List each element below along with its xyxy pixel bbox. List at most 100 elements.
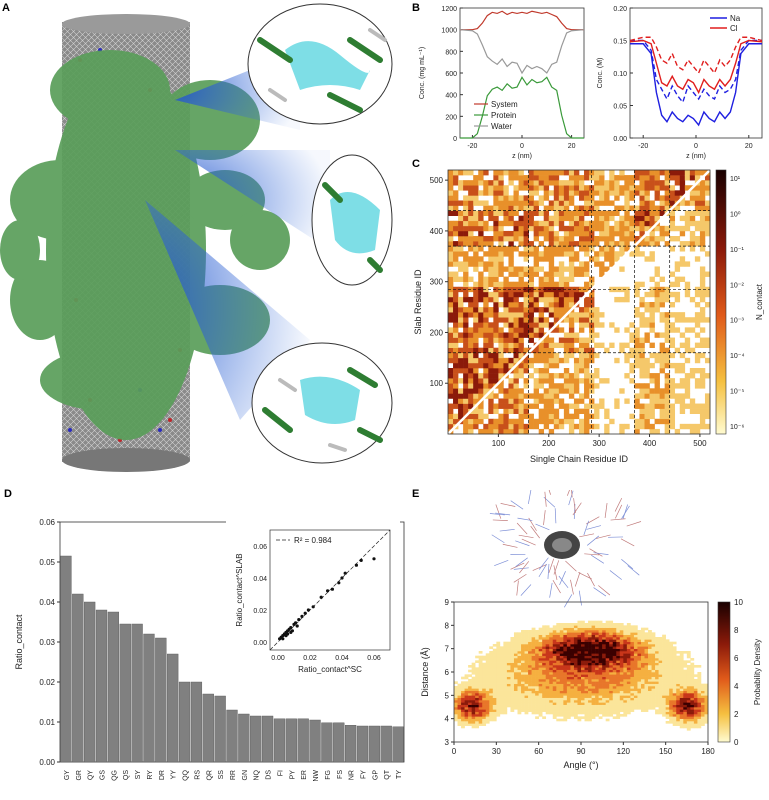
- heatmap-cell: [655, 709, 659, 712]
- contact-cell: [538, 383, 545, 389]
- contact-cell: [453, 317, 459, 323]
- heatmap-cell: [683, 714, 688, 717]
- heatmap-cell: [492, 700, 497, 703]
- heatmap-cell: [672, 658, 677, 661]
- contact-cell: [659, 225, 665, 232]
- heatmap-cell: [669, 697, 674, 701]
- contact-cell: [538, 398, 545, 404]
- heatmap-cell: [683, 674, 688, 677]
- contact-cell: [533, 322, 539, 328]
- heatmap-cell: [619, 676, 624, 680]
- heatmap-cell: [517, 660, 522, 663]
- heatmap-cell: [598, 625, 603, 628]
- contact-cell: [543, 195, 550, 201]
- contact-cell: [669, 393, 676, 399]
- heatmap-cell: [655, 695, 659, 698]
- heatmap-cell: [503, 695, 508, 698]
- heatmap-cell: [482, 721, 487, 724]
- contact-cell: [553, 251, 560, 257]
- contact-cell: [674, 266, 681, 272]
- heatmap-cell: [517, 655, 522, 659]
- contact-cell: [568, 418, 575, 425]
- heatmap-cell: [581, 637, 585, 640]
- heatmap-cell: [591, 711, 596, 715]
- heatmap-cell: [485, 686, 490, 689]
- heatmap-cell: [700, 716, 705, 719]
- heatmap-cell: [464, 707, 469, 710]
- contact-cell: [579, 286, 585, 293]
- contact-cell: [659, 408, 665, 414]
- heatmap-cell: [672, 676, 677, 680]
- contact-cell: [553, 180, 560, 186]
- heatmap-cell: [556, 667, 561, 670]
- heatmap-cell: [573, 704, 578, 708]
- contact-cell: [649, 200, 655, 206]
- contact-cell: [584, 418, 590, 425]
- heatmap-cell: [573, 683, 578, 687]
- heatmap-cell: [595, 660, 599, 663]
- contact-cell: [558, 373, 565, 379]
- heatmap-cell: [549, 686, 554, 689]
- contact-cell: [468, 225, 474, 232]
- heatmap-cell: [662, 646, 666, 649]
- contact-cell: [453, 337, 459, 343]
- heatmap-cell: [676, 704, 681, 708]
- contact-cell: [518, 180, 524, 186]
- contact-cell: [684, 423, 691, 430]
- heatmap-cell: [616, 709, 621, 712]
- heatmap-cell: [478, 667, 483, 670]
- contact-cell: [508, 332, 514, 338]
- contact-cell: [473, 281, 479, 288]
- bar-fi: [273, 718, 286, 763]
- heatmap-cell: [581, 632, 585, 635]
- heatmap-cell: [665, 653, 670, 656]
- heatmap-cell: [619, 637, 624, 640]
- heatmap-cell: [556, 655, 561, 659]
- heatmap-cell: [605, 676, 610, 680]
- contact-cell: [463, 200, 469, 206]
- heatmap-cell: [528, 683, 532, 687]
- contact-cell: [528, 175, 534, 181]
- heatmap-cell: [602, 676, 606, 680]
- contact-cell: [453, 327, 459, 333]
- heatmap-cell: [655, 655, 659, 659]
- contact-cell: [458, 261, 464, 267]
- contact-cell: [533, 383, 539, 389]
- heatmap-cell: [637, 658, 642, 661]
- contact-cell: [493, 256, 499, 262]
- bar-rr: [226, 709, 238, 763]
- heatmap-cell: [623, 627, 628, 631]
- heatmap-cell: [602, 702, 606, 705]
- heatmap-cell: [623, 672, 628, 675]
- contact-cell: [599, 185, 605, 191]
- heatmap-cell: [588, 667, 592, 670]
- heatmap-cell: [651, 658, 656, 661]
- heatmap-cell: [623, 676, 628, 680]
- heatmap-cell: [662, 669, 666, 673]
- contact-cell: [629, 195, 635, 201]
- heatmap-cell: [669, 667, 674, 670]
- bond: [598, 585, 611, 596]
- heatmap-cell: [591, 707, 596, 710]
- heatmap-cell: [665, 676, 670, 680]
- contact-cell: [684, 215, 691, 222]
- heatmap-cell: [633, 632, 638, 635]
- heatmap-cell: [457, 686, 462, 689]
- heatmap-cell: [471, 690, 476, 694]
- contact-cell: [679, 352, 686, 359]
- heatmap-cell: [496, 660, 501, 663]
- heatmap-cell: [521, 672, 525, 675]
- heatmap-cell: [623, 681, 628, 684]
- contact-cell: [548, 190, 555, 196]
- heatmap-cell: [464, 676, 469, 680]
- contact-cell: [483, 170, 489, 176]
- heatmap-cell: [651, 702, 656, 705]
- heatmap-cell: [609, 704, 614, 708]
- heatmap-cell: [524, 711, 529, 715]
- contact-cell: [508, 281, 514, 288]
- contact-cell: [488, 241, 494, 247]
- heatmap-cell: [478, 714, 483, 717]
- heatmap-cell: [577, 639, 582, 642]
- heatmap-cell: [683, 651, 688, 654]
